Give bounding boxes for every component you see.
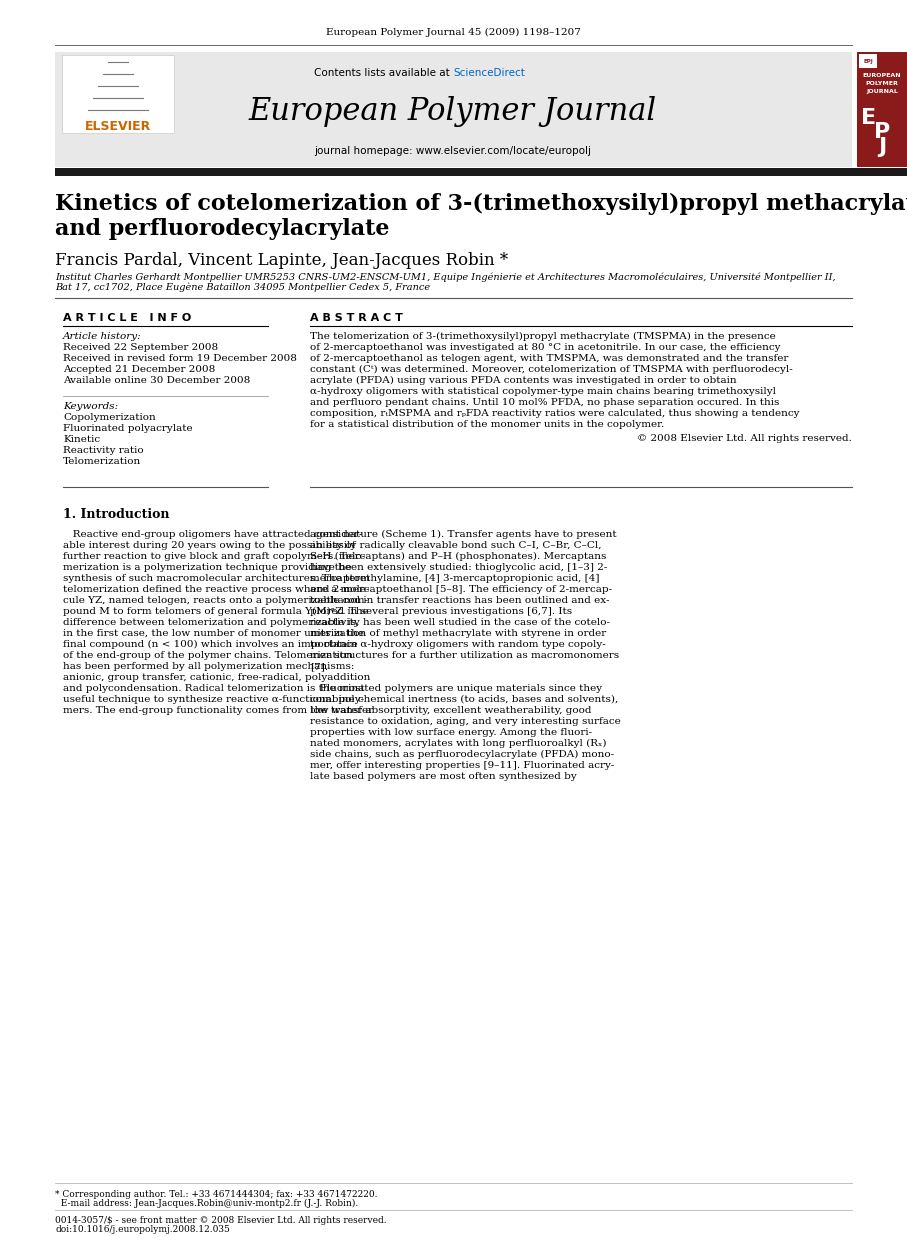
Text: and polycondensation. Radical telomerization is the most: and polycondensation. Radical telomeriza… bbox=[63, 685, 365, 693]
Text: journal homepage: www.elsevier.com/locate/europolj: journal homepage: www.elsevier.com/locat… bbox=[315, 146, 591, 156]
Text: useful technique to synthesize reactive α-functional poly-: useful technique to synthesize reactive … bbox=[63, 695, 364, 704]
Text: Bat 17, cc1702, Place Eugène Bataillon 34095 Montpellier Cedex 5, France: Bat 17, cc1702, Place Eugène Bataillon 3… bbox=[55, 284, 430, 292]
Text: in the first case, the low number of monomer units in the: in the first case, the low number of mon… bbox=[63, 629, 364, 638]
Text: European Polymer Journal 45 (2009) 1198–1207: European Polymer Journal 45 (2009) 1198–… bbox=[326, 28, 580, 37]
Bar bbox=[859, 54, 877, 68]
Text: Institut Charles Gerhardt Montpellier UMR5253 CNRS-UM2-ENSCM-UM1, Equipe Ingénie: Institut Charles Gerhardt Montpellier UM… bbox=[55, 274, 835, 282]
Text: difference between telomerization and polymerizable is,: difference between telomerization and po… bbox=[63, 618, 359, 626]
Text: low water absorptivity, excellent weatherability, good: low water absorptivity, excellent weathe… bbox=[310, 706, 591, 716]
Text: pound M to form telomers of general formula Y(M)ⁿZ. The: pound M to form telomers of general form… bbox=[63, 607, 369, 617]
Text: of 2-mercaptoethanol as telogen agent, with TMSPMA, was demonstrated and the tra: of 2-mercaptoethanol as telogen agent, w… bbox=[310, 354, 788, 363]
Text: E-mail address: Jean-Jacques.Robin@univ-montp2.fr (J.-J. Robin).: E-mail address: Jean-Jacques.Robin@univ-… bbox=[55, 1198, 358, 1208]
Text: European Polymer Journal: European Polymer Journal bbox=[249, 97, 657, 128]
Text: composition, rₜMSPMA and rₚFDA reactivity ratios were calculated, thus showing a: composition, rₜMSPMA and rₚFDA reactivit… bbox=[310, 409, 799, 418]
Text: A B S T R A C T: A B S T R A C T bbox=[310, 313, 403, 323]
Text: © 2008 Elsevier Ltd. All rights reserved.: © 2008 Elsevier Ltd. All rights reserved… bbox=[637, 435, 852, 443]
Text: reactivity has been well studied in the case of the cotelo-: reactivity has been well studied in the … bbox=[310, 618, 610, 626]
Text: merization of methyl methacrylate with styrene in order: merization of methyl methacrylate with s… bbox=[310, 629, 606, 638]
Text: Telomerization: Telomerization bbox=[63, 457, 141, 465]
Text: Copolymerization: Copolymerization bbox=[63, 413, 156, 422]
Text: A R T I C L E   I N F O: A R T I C L E I N F O bbox=[63, 313, 191, 323]
Text: ScienceDirect: ScienceDirect bbox=[453, 68, 525, 78]
Text: J: J bbox=[878, 137, 886, 157]
Text: mers. The end-group functionality comes from the transfer: mers. The end-group functionality comes … bbox=[63, 706, 373, 716]
Text: final compound (n < 100) which involves an importance: final compound (n < 100) which involves … bbox=[63, 640, 357, 649]
Text: EPJ: EPJ bbox=[863, 58, 873, 63]
Text: EUROPEAN: EUROPEAN bbox=[863, 73, 902, 78]
Text: telomerization defined the reactive process where a mole-: telomerization defined the reactive proc… bbox=[63, 586, 369, 594]
Text: able interest during 20 years owing to the possibility of: able interest during 20 years owing to t… bbox=[63, 541, 356, 550]
Text: anionic, group transfer, cationic, free-radical, polyaddition: anionic, group transfer, cationic, free-… bbox=[63, 673, 370, 682]
Text: Article history:: Article history: bbox=[63, 332, 141, 340]
Text: and perfluoro pendant chains. Until 10 mol% PFDA, no phase separation occured. I: and perfluoro pendant chains. Until 10 m… bbox=[310, 397, 779, 407]
Text: agent nature (Scheme 1). Transfer agents have to present: agent nature (Scheme 1). Transfer agents… bbox=[310, 530, 617, 539]
Bar bbox=[857, 52, 907, 167]
Text: an easily radically cleavable bond such C–I, C–Br, C–Cl,: an easily radically cleavable bond such … bbox=[310, 541, 601, 550]
Text: P: P bbox=[873, 123, 890, 142]
Text: mercaptoethylamine, [4] 3-mercaptopropionic acid, [4]: mercaptoethylamine, [4] 3-mercaptopropio… bbox=[310, 574, 600, 583]
Text: Francis Pardal, Vincent Lapinte, Jean-Jacques Robin *: Francis Pardal, Vincent Lapinte, Jean-Ja… bbox=[55, 253, 508, 269]
Text: Kinetic: Kinetic bbox=[63, 435, 100, 444]
Text: mer structures for a further utilization as macromonomers: mer structures for a further utilization… bbox=[310, 651, 619, 660]
Text: of 2-mercaptoethanol was investigated at 80 °C in acetonitrile. In our case, the: of 2-mercaptoethanol was investigated at… bbox=[310, 343, 781, 352]
Bar bbox=[62, 54, 174, 132]
Text: Contents lists available at: Contents lists available at bbox=[314, 68, 453, 78]
Text: Received 22 September 2008: Received 22 September 2008 bbox=[63, 343, 218, 352]
Bar bbox=[55, 168, 907, 176]
Text: 1. Introduction: 1. Introduction bbox=[63, 508, 170, 521]
Bar bbox=[55, 52, 852, 167]
Text: Keywords:: Keywords: bbox=[63, 402, 118, 411]
Text: 0014-3057/$ - see front matter © 2008 Elsevier Ltd. All rights reserved.: 0014-3057/$ - see front matter © 2008 El… bbox=[55, 1216, 386, 1224]
Text: combine chemical inertness (to acids, bases and solvents),: combine chemical inertness (to acids, ba… bbox=[310, 695, 619, 704]
Text: Accepted 21 December 2008: Accepted 21 December 2008 bbox=[63, 365, 215, 374]
Text: and 2-mercaptoethanol [5–8]. The efficiency of 2-mercap-: and 2-mercaptoethanol [5–8]. The efficie… bbox=[310, 586, 612, 594]
Text: have been extensively studied: thioglycolic acid, [1–3] 2-: have been extensively studied: thioglyco… bbox=[310, 563, 608, 572]
Text: properties with low surface energy. Among the fluori-: properties with low surface energy. Amon… bbox=[310, 728, 592, 737]
Text: synthesis of such macromolecular architectures. The term: synthesis of such macromolecular archite… bbox=[63, 574, 370, 583]
Text: S–H (mercaptans) and P–H (phosphonates). Mercaptans: S–H (mercaptans) and P–H (phosphonates).… bbox=[310, 552, 607, 561]
Text: late based polymers are most often synthesized by: late based polymers are most often synth… bbox=[310, 773, 577, 781]
Text: doi:10.1016/j.europolymj.2008.12.035: doi:10.1016/j.europolymj.2008.12.035 bbox=[55, 1224, 229, 1234]
Text: has been performed by all polymerization mechanisms:: has been performed by all polymerization… bbox=[63, 662, 355, 671]
Text: cule YZ, named telogen, reacts onto a polymerizable com-: cule YZ, named telogen, reacts onto a po… bbox=[63, 595, 368, 605]
Text: nated monomers, acrylates with long perfluoroalkyl (Rₓ): nated monomers, acrylates with long perf… bbox=[310, 739, 607, 748]
Text: constant (Cᵗ) was determined. Moreover, cotelomerization of TMSPMA with perfluor: constant (Cᵗ) was determined. Moreover, … bbox=[310, 365, 793, 374]
Text: POLYMER: POLYMER bbox=[865, 80, 899, 85]
Text: merization is a polymerization technique providing the: merization is a polymerization technique… bbox=[63, 563, 352, 572]
Text: Kinetics of cotelomerization of 3-(trimethoxysilyl)propyl methacrylate: Kinetics of cotelomerization of 3-(trime… bbox=[55, 193, 907, 215]
Text: Available online 30 December 2008: Available online 30 December 2008 bbox=[63, 376, 250, 385]
Text: * Corresponding author. Tel.: +33 4671444304; fax: +33 4671472220.: * Corresponding author. Tel.: +33 467144… bbox=[55, 1190, 377, 1198]
Text: mer, offer interesting properties [9–11]. Fluorinated acry-: mer, offer interesting properties [9–11]… bbox=[310, 761, 614, 770]
Text: of the end-group of the polymer chains. Telomerization: of the end-group of the polymer chains. … bbox=[63, 651, 353, 660]
Text: [7].: [7]. bbox=[310, 662, 328, 671]
Text: JOURNAL: JOURNAL bbox=[866, 89, 898, 94]
Text: Received in revised form 19 December 2008: Received in revised form 19 December 200… bbox=[63, 354, 297, 363]
Text: plored in several previous investigations [6,7]. Its: plored in several previous investigation… bbox=[310, 607, 572, 617]
Text: toethanol in transfer reactions has been outlined and ex-: toethanol in transfer reactions has been… bbox=[310, 595, 610, 605]
Text: E: E bbox=[862, 108, 876, 128]
Text: Fluorinated polyacrylate: Fluorinated polyacrylate bbox=[63, 423, 192, 433]
Text: to obtain α-hydroxy oligomers with random type copoly-: to obtain α-hydroxy oligomers with rando… bbox=[310, 640, 606, 649]
Text: and perfluorodecylacrylate: and perfluorodecylacrylate bbox=[55, 218, 389, 240]
Text: α-hydroxy oligomers with statistical copolymer-type main chains bearing trimetho: α-hydroxy oligomers with statistical cop… bbox=[310, 387, 776, 396]
Text: acrylate (PFDA) using various PFDA contents was investigated in order to obtain: acrylate (PFDA) using various PFDA conte… bbox=[310, 376, 736, 385]
Text: further reaction to give block and graft copolymers. Telo-: further reaction to give block and graft… bbox=[63, 552, 366, 561]
Text: Fluorinated polymers are unique materials since they: Fluorinated polymers are unique material… bbox=[310, 685, 602, 693]
Text: for a statistical distribution of the monomer units in the copolymer.: for a statistical distribution of the mo… bbox=[310, 420, 664, 430]
Text: side chains, such as perfluorodecylacrylate (PFDA) mono-: side chains, such as perfluorodecylacryl… bbox=[310, 750, 614, 759]
Text: The telomerization of 3-(trimethoxysilyl)propyl methacrylate (TMSPMA) in the pre: The telomerization of 3-(trimethoxysilyl… bbox=[310, 332, 775, 342]
Text: Reactivity ratio: Reactivity ratio bbox=[63, 446, 143, 456]
Text: resistance to oxidation, aging, and very interesting surface: resistance to oxidation, aging, and very… bbox=[310, 717, 620, 725]
Text: ELSEVIER: ELSEVIER bbox=[85, 120, 151, 132]
Text: Reactive end-group oligomers have attracted consider-: Reactive end-group oligomers have attrac… bbox=[63, 530, 363, 539]
